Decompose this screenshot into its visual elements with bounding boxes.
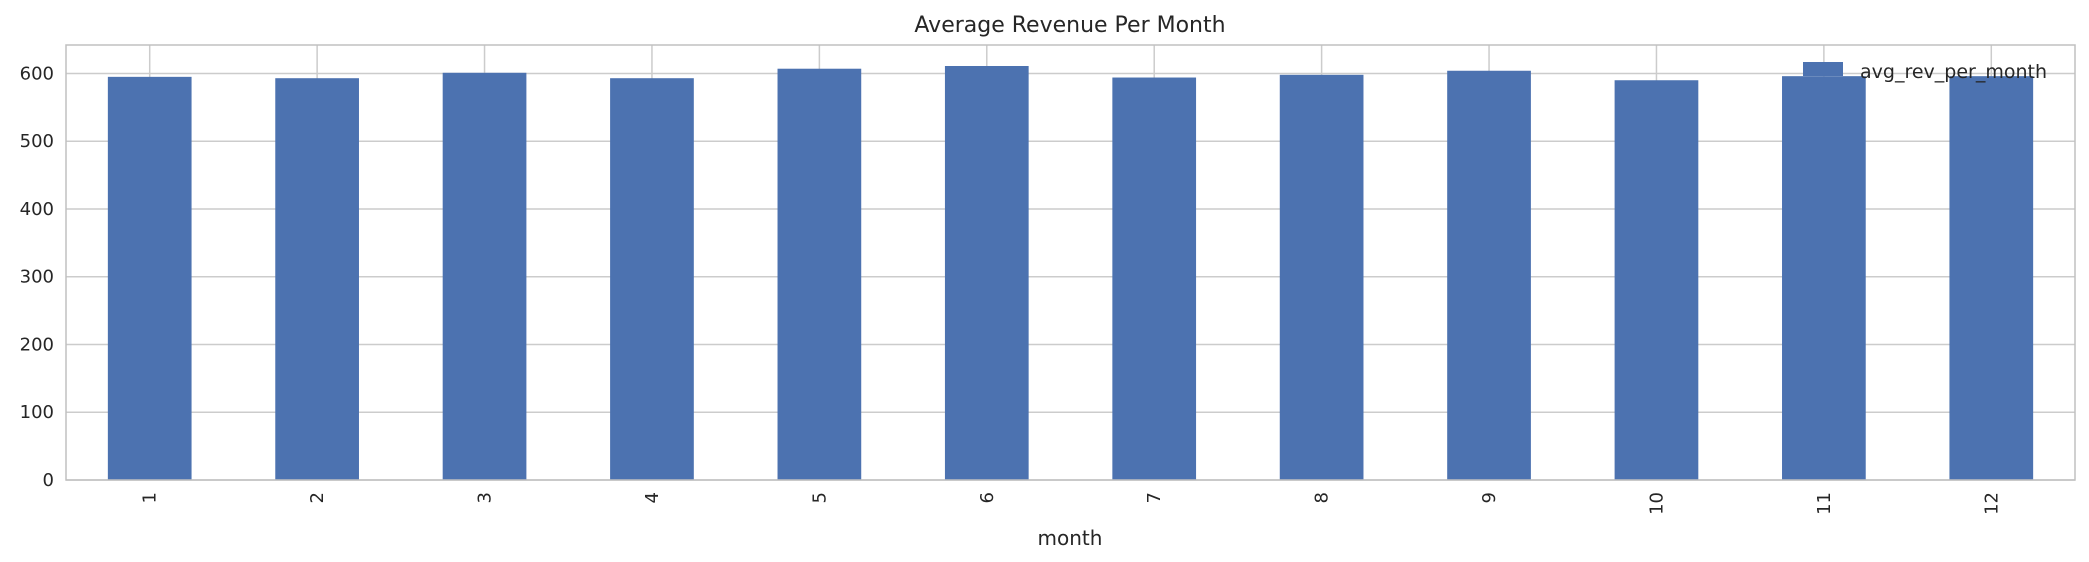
legend-label: avg_rev_per_month [1860, 61, 2047, 83]
x-tick-label: 10 [1646, 492, 1667, 515]
bar-month-3 [442, 72, 527, 481]
y-tick-label: 600 [20, 63, 54, 84]
x-tick-label: 9 [1479, 492, 1500, 503]
bar-month-8 [1279, 74, 1364, 481]
bar-month-6 [944, 66, 1029, 480]
legend: avg_rev_per_month [1803, 61, 2047, 83]
x-tick-label: 4 [642, 492, 663, 503]
y-tick-label: 500 [20, 131, 54, 152]
y-tick-label: 200 [20, 334, 54, 355]
x-tick-label: 5 [809, 492, 830, 503]
x-tick-label: 2 [307, 492, 328, 503]
bars [107, 66, 2034, 481]
y-tick-label: 400 [20, 199, 54, 220]
x-tick-label: 12 [1981, 492, 2002, 515]
bar-month-7 [1112, 77, 1197, 480]
x-axis-label: month [1038, 526, 1103, 550]
y-tick-label: 300 [20, 267, 54, 288]
y-tick-label: 0 [43, 470, 54, 491]
bar-month-12 [1949, 76, 2034, 481]
bar-month-10 [1614, 80, 1699, 480]
x-tick-label: 8 [1312, 492, 1333, 503]
chart-title: Average Revenue Per Month [914, 13, 1225, 38]
x-tick-label: 1 [140, 492, 161, 503]
bar-month-9 [1447, 70, 1531, 480]
plot-frame [65, 44, 2076, 481]
y-tick-labels: 0 100 200 300 400 500 600 [20, 63, 54, 491]
bar-month-5 [777, 68, 862, 480]
x-tick-label: 6 [977, 492, 998, 503]
x-tick-labels: 1 2 3 4 5 6 7 8 9 10 11 12 [140, 492, 2003, 515]
legend-swatch [1803, 62, 1843, 76]
y-tick-label: 100 [20, 402, 54, 423]
x-tick-label: 11 [1814, 492, 1835, 515]
bar-month-2 [275, 78, 359, 481]
bar-month-4 [610, 78, 694, 481]
bar-month-1 [107, 76, 192, 480]
x-gridlines [148, 45, 1993, 480]
y-gridlines [66, 72, 2075, 481]
x-tick-label: 7 [1144, 492, 1165, 503]
bar-month-11 [1782, 76, 1866, 481]
x-tick-label: 3 [475, 492, 496, 503]
